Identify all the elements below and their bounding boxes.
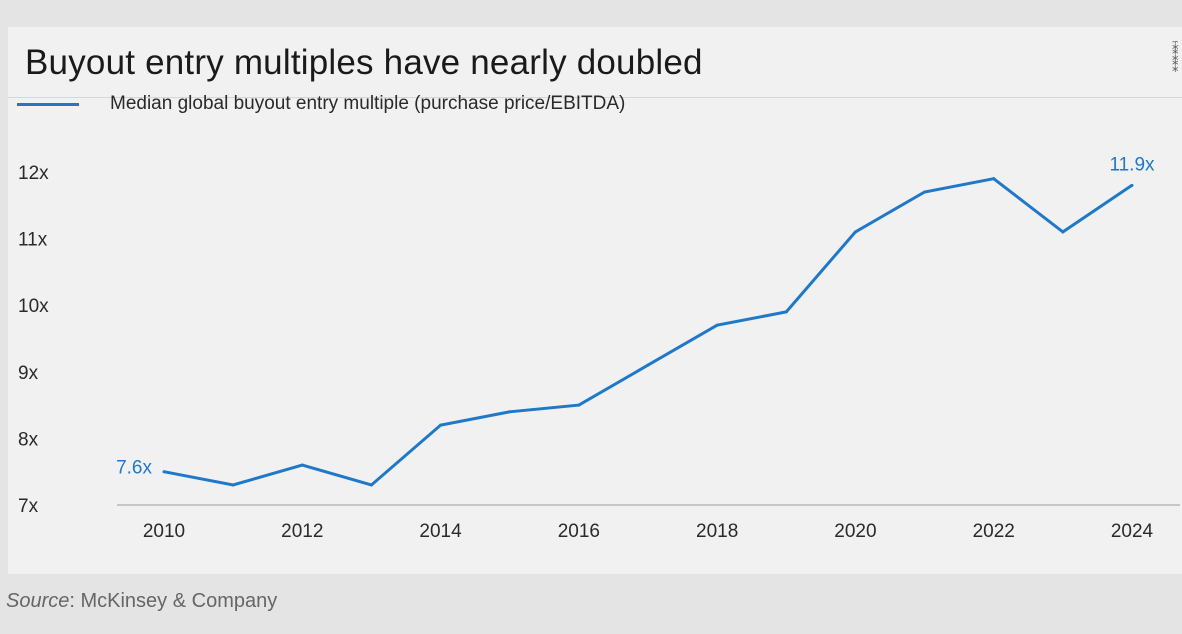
x-tick-label: 2010 <box>143 521 185 542</box>
y-tick-label: 9x <box>18 363 39 384</box>
x-tick-label: 2018 <box>696 521 738 542</box>
x-axis: 2010 2012 2014 2016 2018 2020 2022 2024 <box>143 521 1154 542</box>
data-point <box>1061 230 1065 234</box>
close-icon[interactable]: ⁑ ⁑ ⁑ <box>1172 41 1179 76</box>
source-label: Source <box>6 590 70 612</box>
y-tick-label: 12x <box>18 163 49 184</box>
data-point <box>715 323 719 327</box>
source-text: : McKinsey & Company <box>69 590 278 612</box>
data-point <box>577 403 581 407</box>
y-tick-label: 10x <box>18 296 49 317</box>
series-line <box>163 177 1133 487</box>
chart-title: Buyout entry multiples have nearly doubl… <box>25 43 703 82</box>
x-tick-label: 2020 <box>834 521 876 542</box>
data-point <box>853 230 857 234</box>
y-axis: 7x 8x 9x 10x 11x 12x <box>18 163 49 517</box>
data-label: 7.6x <box>116 458 152 479</box>
x-tick-label: 2024 <box>1111 521 1154 542</box>
data-point <box>508 410 512 414</box>
data-point <box>300 463 304 467</box>
x-tick-label: 2014 <box>419 521 462 542</box>
source-note: Source: McKinsey & Company <box>6 590 277 613</box>
x-tick-label: 2012 <box>281 521 323 542</box>
y-tick-label: 11x <box>18 230 48 251</box>
title-divider <box>8 97 1182 98</box>
chart-card: Buyout entry multiples have nearly doubl… <box>8 27 1182 574</box>
y-tick-label: 7x <box>18 496 39 517</box>
data-point <box>923 190 927 194</box>
data-point <box>1130 183 1134 187</box>
legend-swatch <box>17 103 79 106</box>
data-point <box>439 423 443 427</box>
data-point <box>992 177 996 181</box>
annotations: 7.6x 11.9x <box>116 154 1155 478</box>
data-point <box>369 483 373 487</box>
legend-label: Median global buyout entry multiple (pur… <box>110 93 626 114</box>
data-point <box>784 310 788 314</box>
data-point <box>646 363 650 367</box>
x-tick-label: 2022 <box>973 521 1015 542</box>
y-tick-label: 8x <box>18 429 39 450</box>
x-tick-label: 2016 <box>558 521 600 542</box>
data-label: 11.9x <box>1109 154 1155 175</box>
data-point <box>162 470 166 474</box>
data-points <box>162 177 1134 487</box>
data-point <box>231 483 235 487</box>
